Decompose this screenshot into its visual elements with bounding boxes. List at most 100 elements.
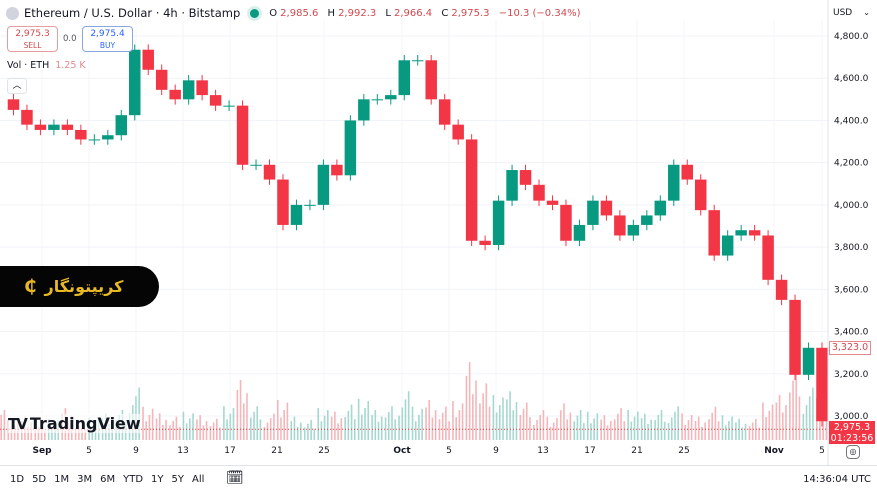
volume-bar [151,408,154,440]
volume-bar [660,410,663,440]
volume-bar [205,421,208,440]
volume-bar [694,421,697,440]
bitcoin-c-icon: ₵ [24,276,37,297]
volume-bar [367,401,370,440]
last-price-label: 3,323.0 [829,341,871,355]
volume-bar [778,395,781,440]
candle-body [21,109,33,125]
volume-bar [731,416,733,440]
volume-bar [280,417,282,440]
volume-bar [690,415,693,440]
settings-icon[interactable]: ◎ [846,445,860,459]
candle-body [115,115,128,136]
x-tick-label: 25 [318,446,330,456]
volume-bar [623,421,626,440]
candle-body [694,179,707,211]
volume-bar [704,422,706,440]
volume-bar [792,380,794,440]
volume-bar [3,410,6,440]
volume-bar [361,414,363,440]
volume-bar [512,410,515,440]
volume-bar [738,418,740,440]
buy-button[interactable]: 2,975.4 BUY [82,26,133,52]
volume-bar [74,428,77,440]
volume-bar [452,401,454,440]
symbol-title[interactable]: Ethereum / U.S. Dollar · 4h · Bitstamp [24,6,241,20]
volume-bar [755,418,757,440]
volume-bar [27,426,29,440]
volume-bar [323,415,326,440]
currency-selector[interactable]: USD ⌄ [830,4,874,22]
volume-bar [479,403,481,440]
timeframe-1m[interactable]: 1M [54,474,70,485]
volume-bar [600,419,602,440]
volume-bar [259,419,262,440]
volume-bar [300,422,302,440]
candle-body [129,49,141,116]
candle-body [492,200,505,245]
timeframe-ytd[interactable]: YTD [123,474,144,485]
clock[interactable]: 14:36:04 UTC [803,474,871,485]
volume-bar [384,417,387,440]
volume-bar [751,422,754,440]
volume-bar [283,410,285,440]
volume-bar [448,421,450,440]
volume-bar [0,415,3,440]
volume-bar [165,420,167,440]
candle-body [371,99,384,101]
volume-bar [586,411,589,440]
volume-bar [697,416,700,440]
candle-body [263,164,276,180]
price-chart[interactable]: 4,800.0 4,600.0 4,400.0 4,200.0 4,000.0 3,800… [0,0,877,465]
volume-bar [552,422,555,440]
x-tick-label: 13 [537,446,549,456]
x-tick-label: 5 [446,446,452,456]
volume-bar [286,402,289,440]
candle-body [560,204,572,241]
volume-bar [576,415,579,440]
timeframe-all[interactable]: All [192,474,205,485]
goto-date-icon[interactable]: 🗓 [226,470,244,486]
volume-bar [559,410,562,440]
candle-body [88,139,101,141]
timeframe-6m[interactable]: 6M [100,474,116,485]
volume-bar [802,413,805,440]
volume-bar [795,368,798,440]
timeframe-1d[interactable]: 1D [10,474,25,485]
timeframe-5y[interactable]: 5Y [171,474,185,485]
volume-bar [394,419,396,440]
y-tick-label: 4,000.0 [834,201,869,211]
volume-bar [798,396,801,440]
sell-button[interactable]: 2,975.3 SELL [7,26,58,52]
volume-bar [84,429,87,440]
candle-body [735,230,747,236]
volume-bar [525,402,528,440]
candle-body [627,224,640,236]
volume-bar [789,392,791,440]
volume-bar [350,404,353,440]
volume-bar [765,417,767,440]
x-tick-label: 9 [493,446,499,456]
volume-bar [145,421,148,440]
volume-bar [239,380,242,440]
volume-bar [583,423,585,440]
volume-bar [663,421,666,440]
volume-bar [633,416,636,440]
collapse-legend-button[interactable]: ︿ [7,78,27,94]
volume-bar [461,403,464,440]
volume-bar [374,410,377,440]
volume-bar [266,422,269,440]
tradingview-logo[interactable]: TV TradingView [8,414,141,433]
volume-bar [556,418,558,440]
volume-bar [775,402,778,440]
volume-bar [185,423,188,440]
y-tick-label: 3,400.0 [834,328,869,338]
x-tick-label: 21 [631,446,643,456]
timeframe-3m[interactable]: 3M [77,474,93,485]
volume-bar [475,380,477,440]
timeframe-1y[interactable]: 1Y [151,474,164,485]
volume-bar [172,421,174,440]
volume-bar [781,412,784,440]
timeframe-5d[interactable]: 5D [32,474,47,485]
volume-bar [428,400,431,440]
